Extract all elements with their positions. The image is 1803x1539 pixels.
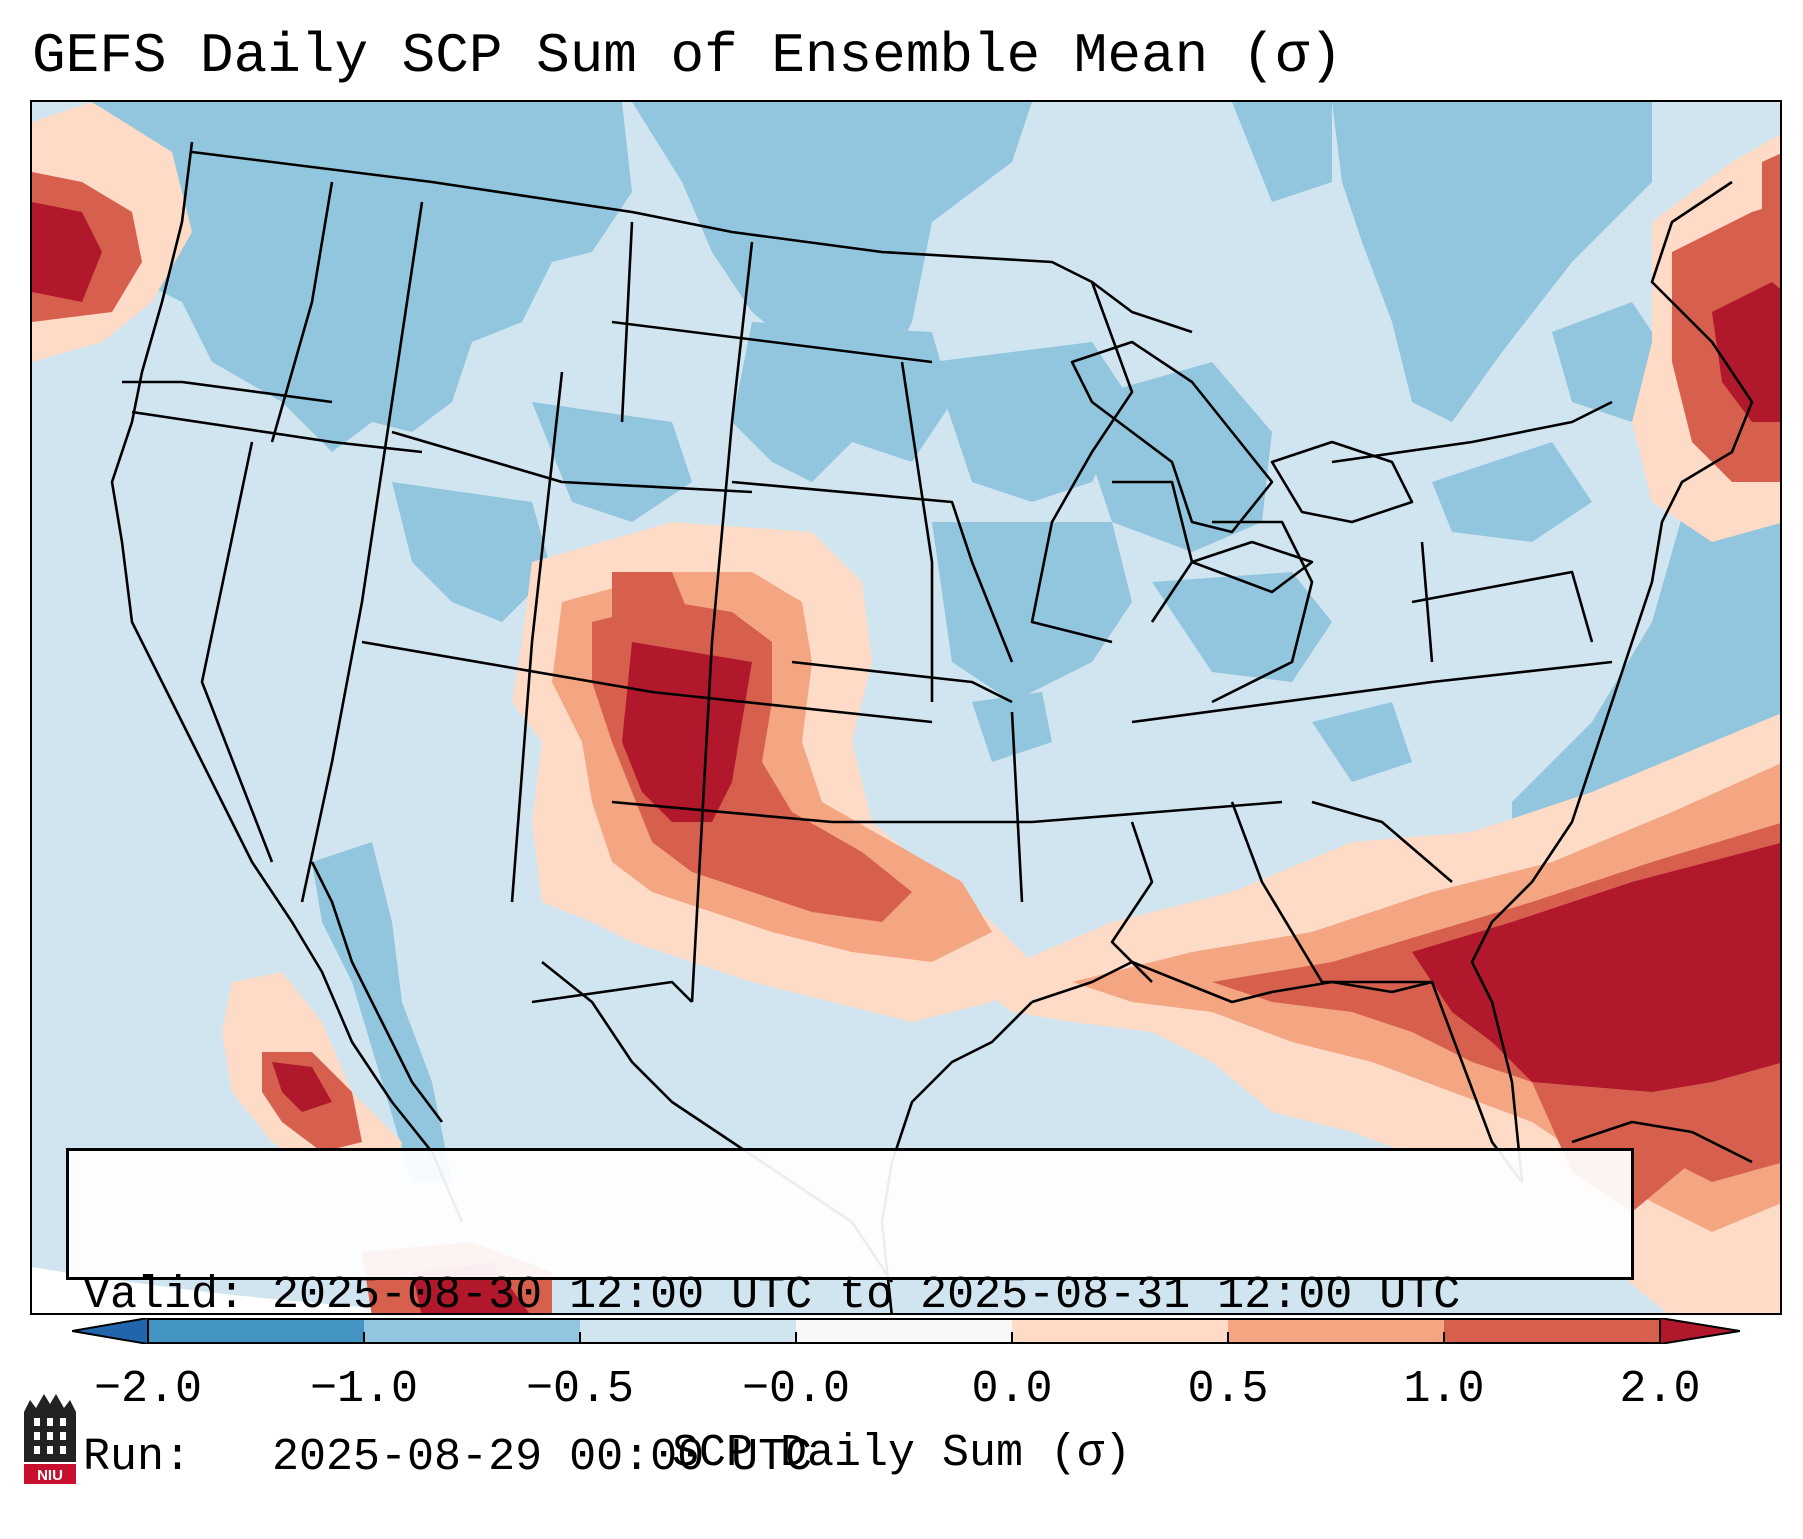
state-line — [1331, 400, 1613, 464]
state-line — [1411, 570, 1594, 643]
colorbar-tick-label: −2.0 — [93, 1364, 203, 1415]
cuba — [1571, 1120, 1753, 1164]
baja — [310, 861, 444, 1123]
state-line — [300, 201, 424, 903]
state-line — [731, 480, 1014, 663]
colorbar-outline — [147, 1318, 1661, 1344]
colorbar-bin — [364, 1318, 580, 1344]
validity-info-box: Valid: 2025-08-30 12:00 UTC to 2025-08-3… — [66, 1148, 1634, 1483]
state-line — [270, 181, 334, 443]
great-lakes — [1270, 440, 1414, 524]
colorbar-bin — [796, 1318, 1012, 1344]
map-title: GEFS Daily SCP Sum of Ensemble Mean (σ) — [32, 24, 1343, 88]
colorbar-under-arrow — [72, 1318, 149, 1344]
state-line — [791, 660, 1013, 704]
state-line — [1010, 711, 1024, 903]
colorbar-tick-label: −0.5 — [525, 1364, 635, 1415]
state-line — [1311, 800, 1453, 883]
valid-time-line: Valid: 2025-08-30 12:00 UTC to 2025-08-3… — [83, 1270, 1461, 1321]
colorbar-bin — [580, 1318, 796, 1344]
coastline-gulf — [1031, 180, 1754, 1184]
colorbar-label: SCP Daily Sum (σ) — [671, 1428, 1132, 1479]
positive-anomaly-pacific — [32, 102, 192, 362]
state-line — [1131, 660, 1613, 724]
projection-edge — [32, 1267, 463, 1313]
state-line — [1420, 541, 1434, 663]
state-line — [1030, 281, 1134, 644]
great-lakes — [1070, 340, 1274, 534]
colorbar-tick-label: 0.5 — [1187, 1364, 1269, 1415]
positive-anomaly-plains — [512, 522, 1032, 1022]
colorbar-ticks — [147, 1332, 1661, 1344]
state-line — [531, 980, 693, 1004]
colorbar-bin — [1228, 1318, 1444, 1344]
colorbar-tick-label: 1.0 — [1403, 1364, 1485, 1415]
colorbar-tick-label: 0.0 — [971, 1364, 1053, 1415]
colorbar-bin — [1444, 1318, 1660, 1344]
map-panel[interactable] — [30, 100, 1782, 1315]
state-line — [361, 640, 933, 724]
state-line — [611, 800, 1283, 824]
run-time-line: Run: 2025-08-29 00:00 UTC — [83, 1432, 813, 1483]
colorbar-bin — [148, 1318, 364, 1344]
state-line — [510, 371, 564, 903]
state-line — [1211, 520, 1314, 704]
coastline-west — [110, 141, 464, 1223]
state-line — [611, 320, 933, 364]
state-line — [900, 361, 934, 702]
state-line — [122, 380, 333, 404]
colorbar-over-arrow — [1659, 1318, 1740, 1344]
state-line — [690, 241, 754, 1003]
state-line — [620, 221, 634, 423]
state-line — [1230, 801, 1432, 984]
state-line — [200, 441, 274, 863]
great-lakes — [1190, 540, 1314, 594]
us-canada-border — [191, 150, 1193, 334]
map-canvas — [32, 102, 1780, 1313]
colorbar-tick-label: −1.0 — [309, 1364, 419, 1415]
niu-logo: NIU — [24, 1394, 76, 1484]
colorbar-bin — [1012, 1318, 1228, 1344]
state-line — [391, 430, 753, 494]
colorbar-tick-label: −0.0 — [741, 1364, 851, 1415]
positive-anomaly-northeast — [1632, 134, 1780, 542]
logo-text: NIU — [37, 1467, 63, 1484]
colorbar — [72, 1318, 1740, 1344]
state-line — [1112, 480, 1194, 623]
state-line — [131, 410, 423, 454]
colorbar-tick-label: 2.0 — [1619, 1364, 1701, 1415]
